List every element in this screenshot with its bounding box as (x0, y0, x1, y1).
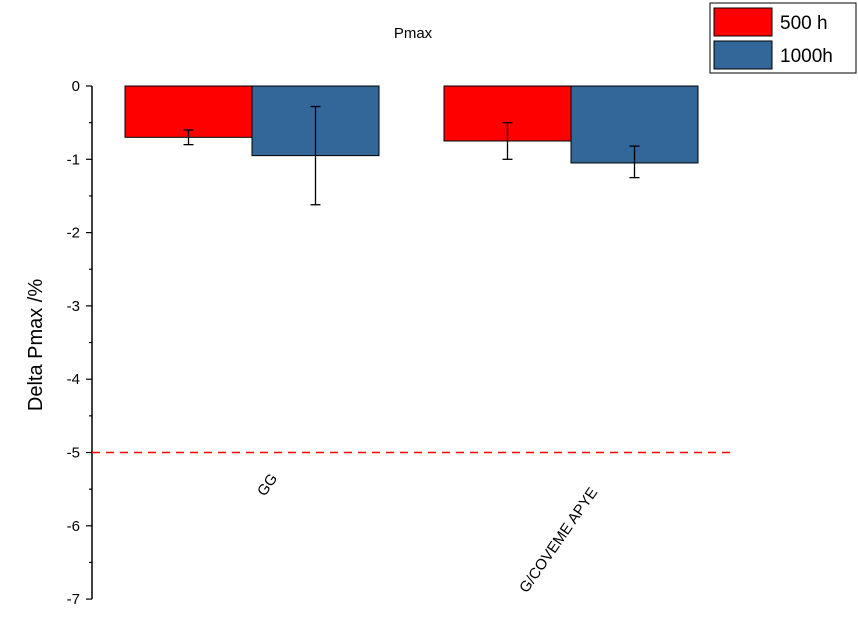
category-label: G/COVEME APYE (516, 485, 601, 597)
y-tick-label: -4 (67, 371, 80, 388)
y-tick-label: -2 (67, 225, 80, 242)
chart-title: Pmax (394, 25, 433, 42)
y-tick-label: -5 (67, 445, 80, 462)
legend-label: 500 h (780, 13, 828, 34)
y-tick-label: 0 (72, 78, 80, 95)
legend: 500 h 1000h (709, 2, 857, 74)
y-tick-label: -1 (67, 151, 80, 168)
legend-label: 1000h (780, 46, 833, 67)
legend-swatch (713, 7, 773, 37)
y-axis: 0 -1 -2 -3 -4 -5 -6 -7 (67, 78, 93, 608)
y-tick-label: -6 (67, 518, 80, 535)
category-label: GG (254, 471, 281, 500)
y-tick-label: -7 (67, 591, 80, 608)
error-bars (183, 105, 640, 206)
legend-swatch (713, 40, 773, 70)
y-tick-label: -3 (67, 298, 80, 315)
category-labels: GG G/COVEME APYE (254, 471, 601, 597)
bars (124, 85, 699, 164)
y-axis-label: Delta Pmax /% (25, 279, 47, 411)
